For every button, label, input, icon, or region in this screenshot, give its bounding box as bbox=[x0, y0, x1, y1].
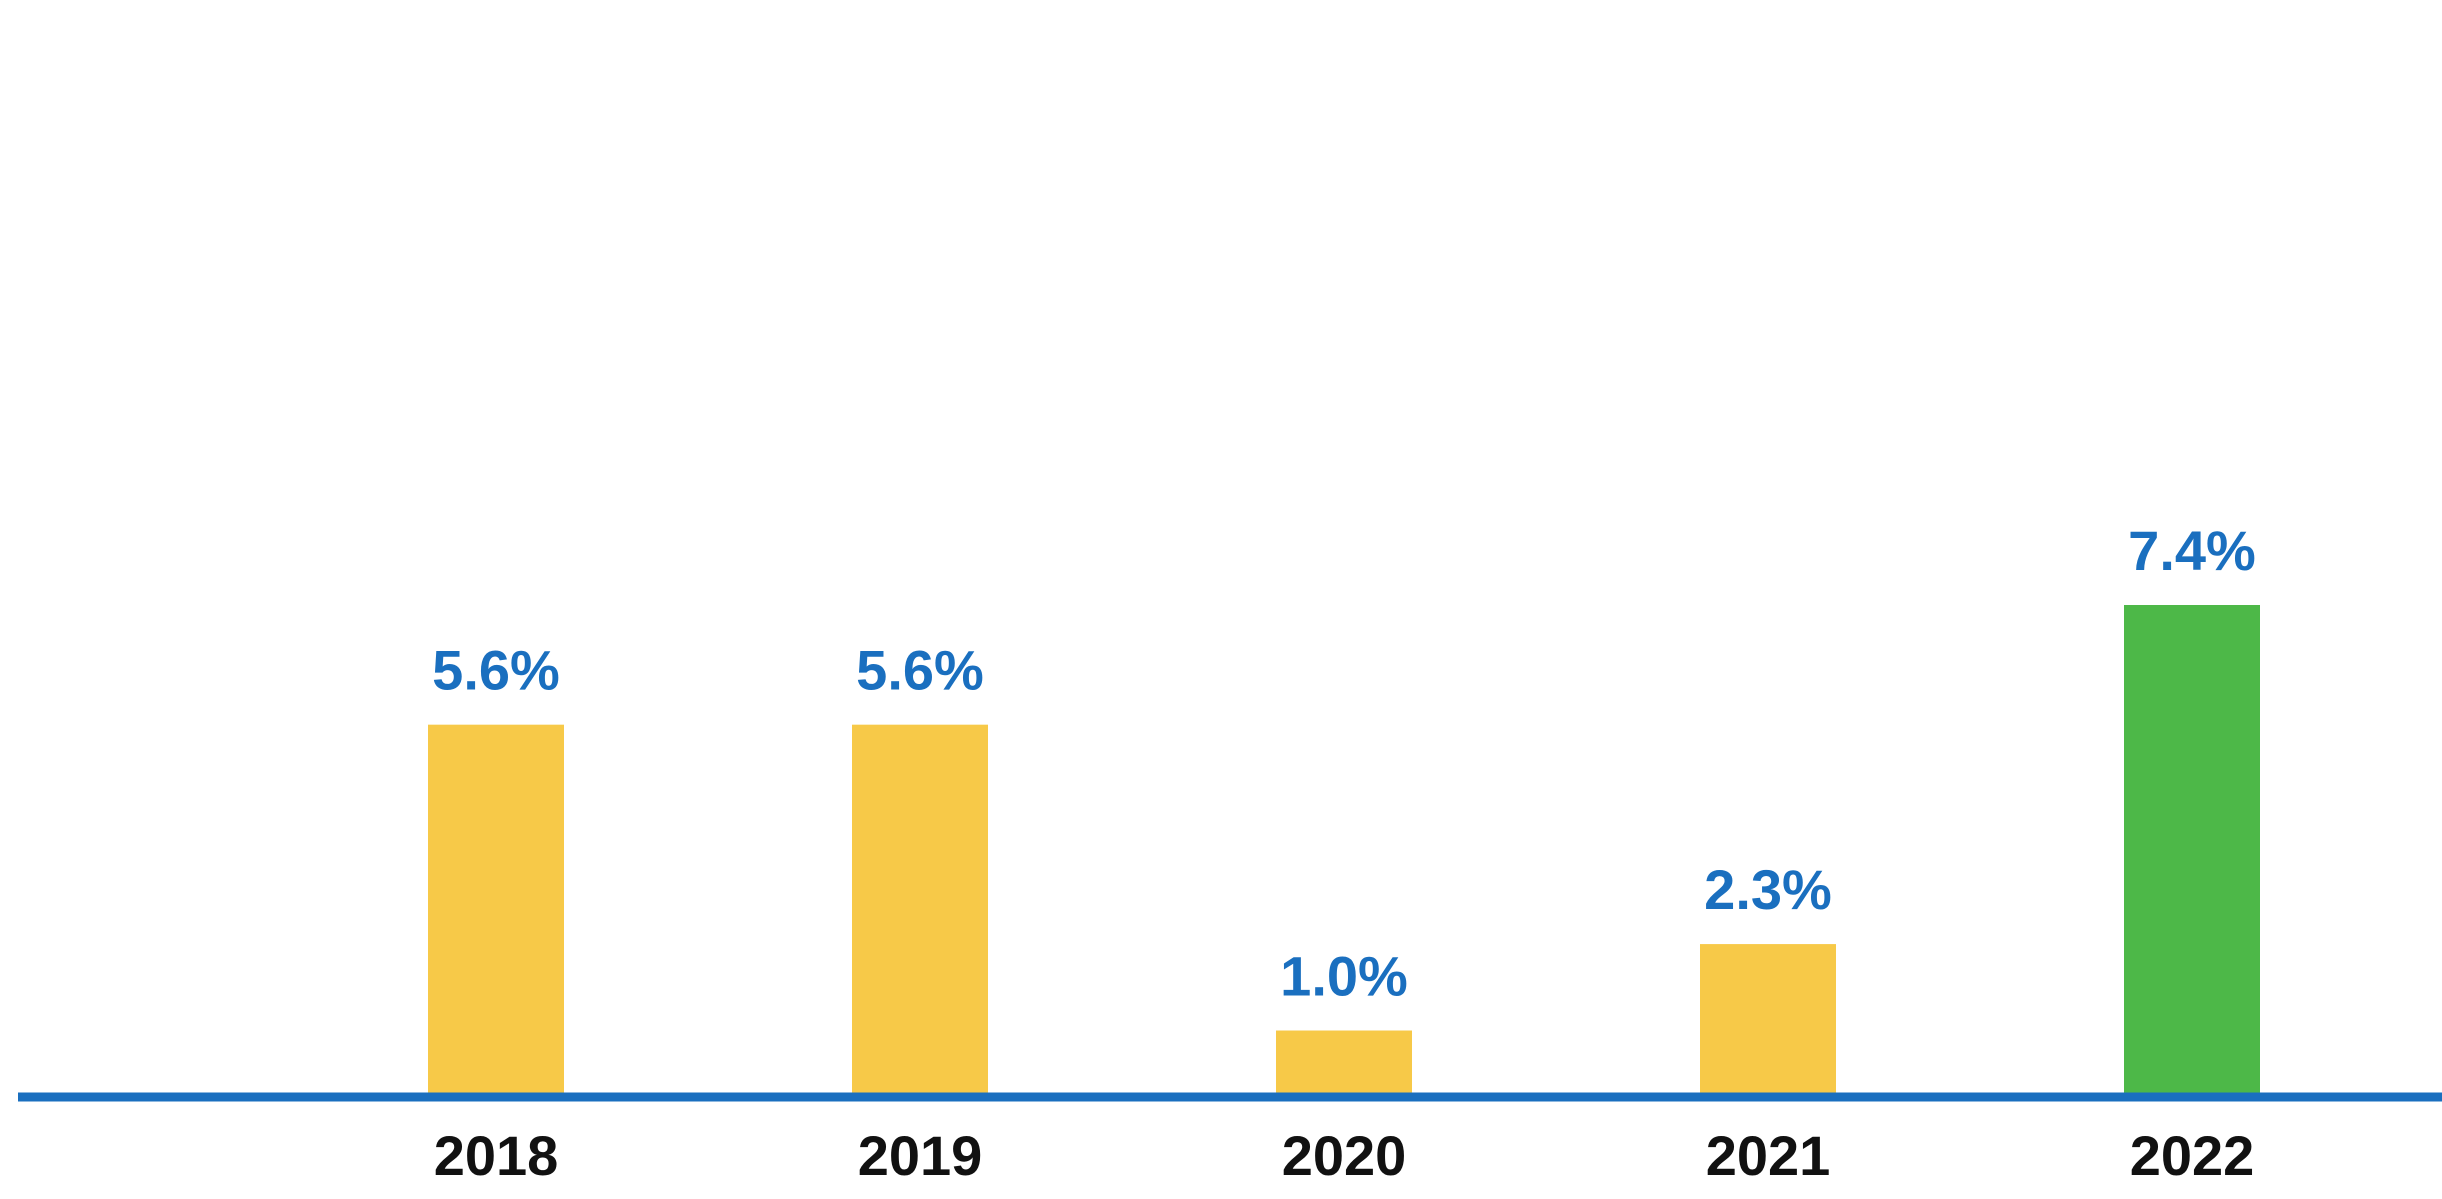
bars-group bbox=[428, 605, 2260, 1097]
bar-2020 bbox=[1276, 1030, 1412, 1097]
value-label-2020: 1.0% bbox=[1280, 945, 1408, 1008]
value-label-2019: 5.6% bbox=[856, 639, 984, 702]
x-tick-label-2022: 2022 bbox=[2130, 1124, 2255, 1187]
bar-2018 bbox=[428, 724, 564, 1097]
bar-2021 bbox=[1700, 944, 1836, 1097]
value-label-2022: 7.4% bbox=[2128, 519, 2256, 582]
x-tick-label-2019: 2019 bbox=[858, 1124, 983, 1187]
x-tick-label-2021: 2021 bbox=[1706, 1124, 1831, 1187]
bar-2019 bbox=[852, 724, 988, 1097]
bar-2022 bbox=[2124, 605, 2260, 1097]
x-tick-label-2020: 2020 bbox=[1282, 1124, 1407, 1187]
x-tick-label-2018: 2018 bbox=[434, 1124, 559, 1187]
value-labels-group: 5.6% 5.6% 1.0% 2.3% 7.4% bbox=[432, 519, 2256, 1008]
tick-labels-group: 2018 2019 2020 2021 2022 bbox=[434, 1124, 2255, 1187]
value-label-2021: 2.3% bbox=[1704, 858, 1832, 921]
value-label-2018: 5.6% bbox=[432, 639, 560, 702]
